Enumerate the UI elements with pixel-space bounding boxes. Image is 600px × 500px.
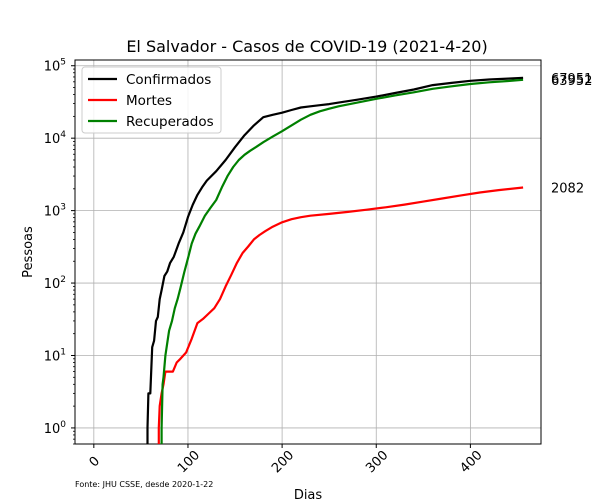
source-note: Fonte: JHU CSSE, desde 2020-1-22 <box>75 480 213 489</box>
legend-label-confirmados: Confirmados <box>126 72 211 88</box>
series-line-recuperados <box>160 78 524 444</box>
end-label-recuperados: 63952 <box>551 74 592 89</box>
series-group <box>146 76 524 444</box>
y-tick-label: 105 <box>44 58 66 75</box>
end-label-confirmados: 67951 <box>551 72 592 87</box>
legend-box <box>81 66 222 134</box>
end-labels: 67951 2082 63952 <box>551 72 592 197</box>
chart-title: El Salvador - Casos de COVID-19 (2021-4-… <box>126 37 487 56</box>
x-axis-label: Dias <box>294 488 323 500</box>
y-tick-label: 104 <box>44 130 67 147</box>
y-tick-label: 100 <box>44 420 67 437</box>
end-label-mortes: 2082 <box>551 182 584 197</box>
y-tick-label: 101 <box>44 347 66 364</box>
legend-items: Confirmados Mortes Recuperados <box>88 72 214 130</box>
series-line-mortes <box>157 186 524 444</box>
plot-frame <box>74 59 542 445</box>
legend-label-recuperados: Recuperados <box>126 114 214 130</box>
y-tick-label: 102 <box>44 275 66 292</box>
legend-label-mortes: Mortes <box>126 93 172 109</box>
series-lines <box>146 76 524 444</box>
legend: Confirmados Mortes Recuperados <box>81 66 222 134</box>
y-tick-label: 103 <box>44 203 66 220</box>
series-line-confirmados <box>146 76 524 444</box>
grid <box>75 60 541 444</box>
y-axis-label: Pessoas <box>21 226 36 278</box>
